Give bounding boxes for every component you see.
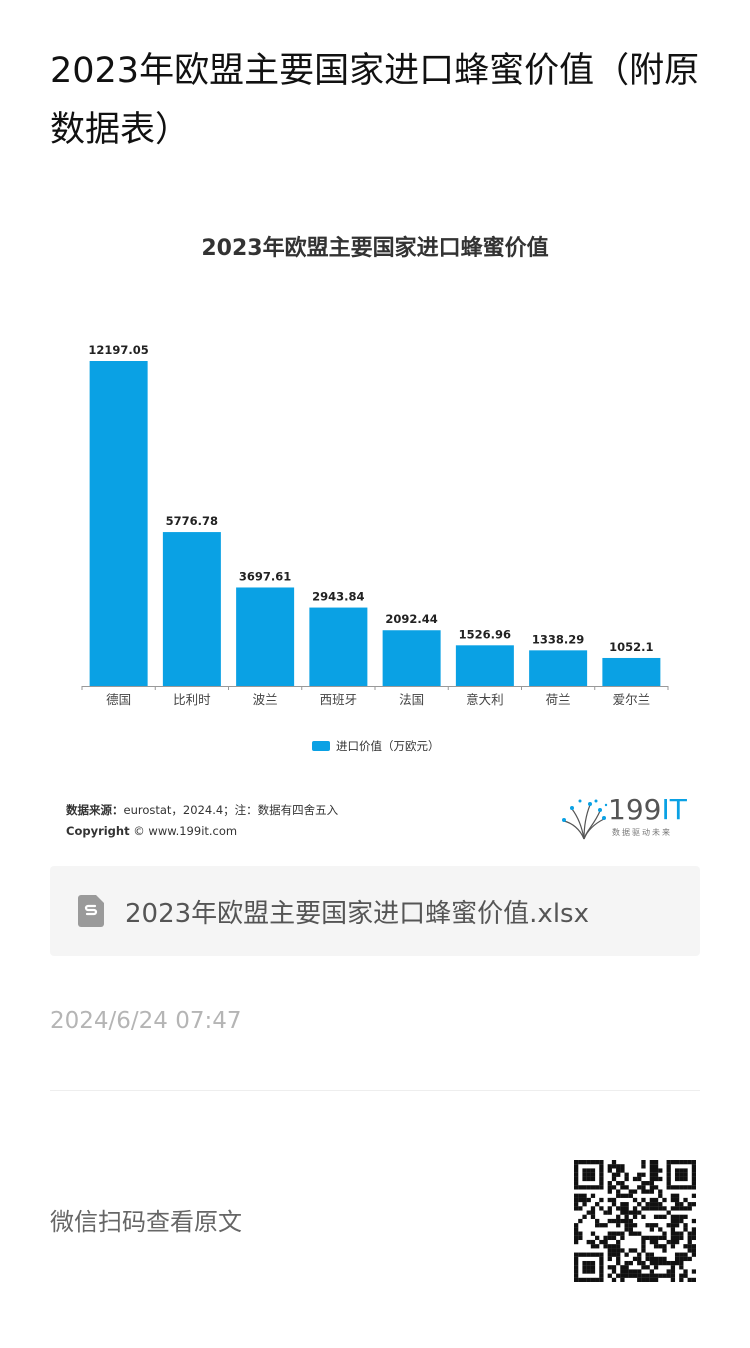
legend-label: 进口价值（万欧元） bbox=[336, 739, 440, 753]
dandelion-icon bbox=[562, 799, 608, 840]
source-text: eurostat，2024.4；注：数据有四舍五入 bbox=[123, 803, 339, 817]
chart-source: 数据来源：eurostat，2024.4；注：数据有四舍五入 Copyright… bbox=[66, 800, 338, 842]
bar-value-label: 12197.05 bbox=[88, 343, 148, 357]
qr-code-icon[interactable] bbox=[574, 1160, 696, 1282]
bar-5 bbox=[455, 645, 514, 686]
chart-title: 2023年欧盟主要国家进口蜂蜜价值 bbox=[201, 236, 549, 261]
chart-card: 2023年欧盟主要国家进口蜂蜜价值 12197.05 德国 5776.78 比利时 36… bbox=[50, 210, 700, 850]
bar-value-label: 3697.61 bbox=[239, 569, 291, 583]
category-label: 荷兰 bbox=[546, 692, 571, 707]
category-label: 意大利 bbox=[466, 692, 504, 707]
page-title: 2023年欧盟主要国家进口蜂蜜价值（附原数据表） bbox=[50, 51, 700, 150]
category-label: 波兰 bbox=[253, 692, 278, 707]
divider bbox=[50, 1090, 700, 1091]
bar-value-label: 1338.29 bbox=[532, 632, 584, 646]
publish-date: 2024/6/24 07:47 bbox=[50, 1008, 242, 1034]
bar-1 bbox=[162, 532, 221, 686]
source-label: 数据来源： bbox=[66, 803, 124, 817]
bar-value-label: 1052.1 bbox=[609, 640, 653, 654]
scan-prompt: 微信扫码查看原文 bbox=[50, 1208, 242, 1236]
attachment-file-name: 2023年欧盟主要国家进口蜂蜜价值.xlsx bbox=[125, 898, 589, 929]
logo-text: 199IT bbox=[608, 793, 687, 826]
bar-7 bbox=[602, 657, 661, 686]
bar-value-label: 5776.78 bbox=[166, 514, 218, 528]
bar-6 bbox=[529, 650, 588, 686]
bar-2 bbox=[236, 587, 295, 686]
copyright-text: © www.199it.com bbox=[133, 824, 238, 838]
bar-value-label: 2092.44 bbox=[385, 612, 437, 626]
199it-logo: 199IT 数据驱动未来 bbox=[560, 793, 700, 845]
bar-value-label: 1526.96 bbox=[459, 627, 511, 641]
category-label: 西班牙 bbox=[320, 692, 358, 707]
category-label: 比利时 bbox=[173, 692, 211, 707]
bar-value-label: 2943.84 bbox=[312, 590, 364, 604]
bar-4 bbox=[382, 630, 441, 686]
attachment-card[interactable]: 2023年欧盟主要国家进口蜂蜜价值.xlsx bbox=[50, 866, 700, 956]
bar-0 bbox=[89, 361, 148, 686]
category-label: 德国 bbox=[106, 692, 131, 707]
logo-subtitle: 数据驱动未来 bbox=[612, 828, 672, 837]
category-label: 爱尔兰 bbox=[613, 692, 651, 707]
bar-chart: 12197.05 德国 5776.78 比利时 3697.61 波兰 2943.84 西班牙 2… bbox=[81, 343, 669, 707]
category-label: 法国 bbox=[399, 692, 424, 707]
chart-legend: 进口价值（万欧元） bbox=[312, 738, 440, 754]
spreadsheet-file-icon bbox=[78, 895, 104, 927]
bar-3 bbox=[309, 607, 368, 686]
copyright-label: Copyright bbox=[66, 824, 130, 838]
legend-swatch bbox=[312, 741, 330, 751]
